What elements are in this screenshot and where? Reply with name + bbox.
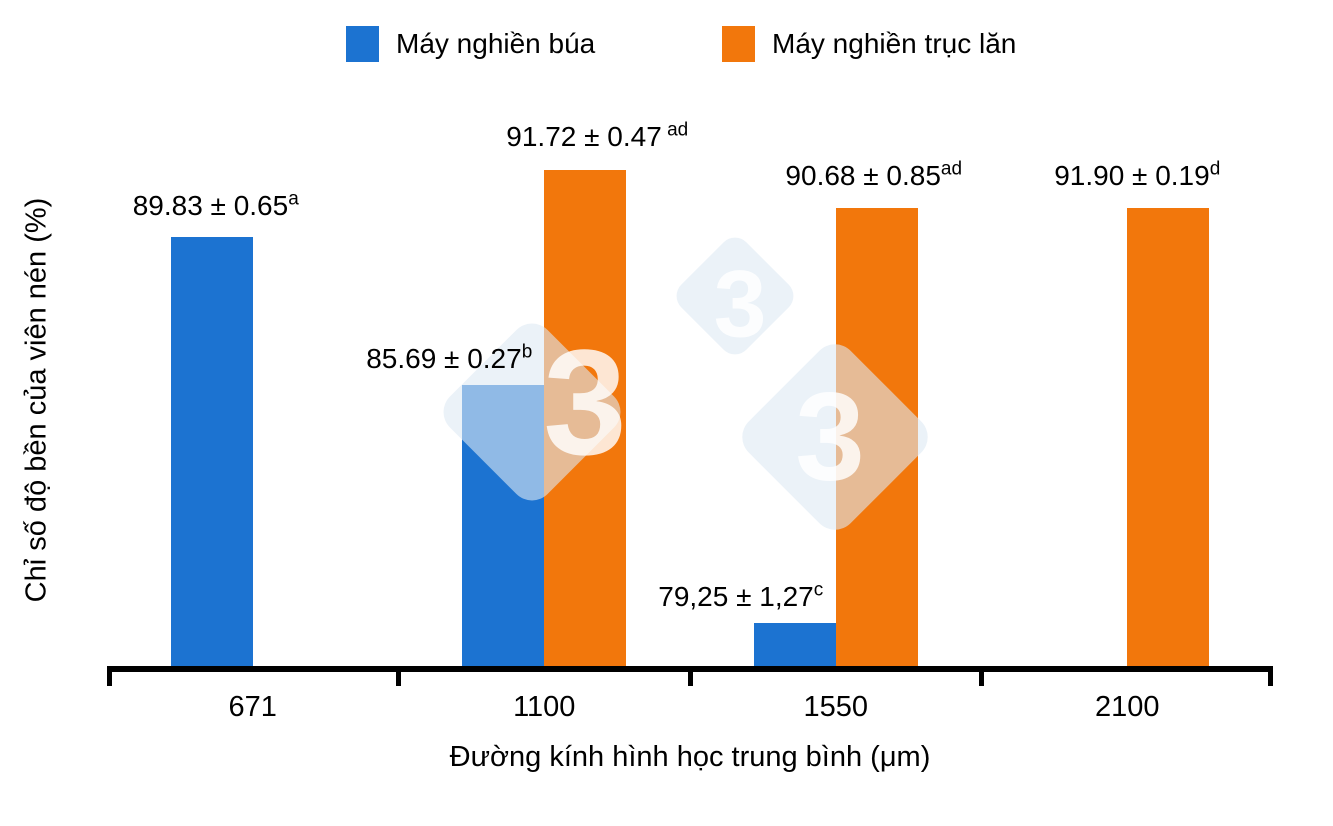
bar-roller-mill-2100 xyxy=(1127,208,1210,666)
x-tick-label: 1100 xyxy=(513,691,576,723)
x-tick-label: 2100 xyxy=(1094,691,1160,723)
x-axis-tick xyxy=(107,666,112,686)
watermark-digit: 3 xyxy=(713,251,767,358)
bar-hammer-mill-671 xyxy=(170,237,253,666)
legend-label-hammer-mill: Máy nghiền búa xyxy=(396,28,596,59)
legend-swatch-orange-icon xyxy=(722,26,755,62)
bar-value-label: 85.69 ± 0.27b xyxy=(366,341,533,374)
x-tick-label: 1550 xyxy=(803,691,869,723)
bar-value-label: 90.68 ± 0.85ad xyxy=(785,158,963,191)
x-axis-tick xyxy=(687,666,693,686)
legend-swatch-blue-icon xyxy=(346,26,379,62)
bar-value-label: 91.90 ± 0.19d xyxy=(1054,158,1221,191)
legend-item-hammer-mill: Máy nghiền búa xyxy=(346,26,595,62)
legend-item-roller-mill: Máy nghiền trục lăn xyxy=(722,26,1016,62)
x-axis-title: Đường kính hình học trung bình (μm) xyxy=(449,741,931,773)
bar-value-label: 91.72 ± 0.47 ad xyxy=(506,119,689,152)
watermark-digit: 3 xyxy=(795,367,865,507)
bar-value-label: 79,25 ± 1,27c xyxy=(658,579,824,612)
bar-value-label: 89.83 ± 0.65a xyxy=(132,188,299,221)
x-axis-tick xyxy=(1268,666,1273,686)
legend-label-roller-mill: Máy nghiền trục lăn xyxy=(772,28,1017,59)
y-axis-title: Chỉ số độ bền của viên nén (%) xyxy=(20,197,53,603)
bar-hammer-mill-1550 xyxy=(753,623,836,666)
x-axis-tick xyxy=(396,666,401,686)
x-axis-line xyxy=(107,666,1273,672)
x-axis-tick xyxy=(979,666,984,686)
x-tick-label: 671 xyxy=(228,691,277,723)
watermark-digit: 3 xyxy=(543,318,627,486)
